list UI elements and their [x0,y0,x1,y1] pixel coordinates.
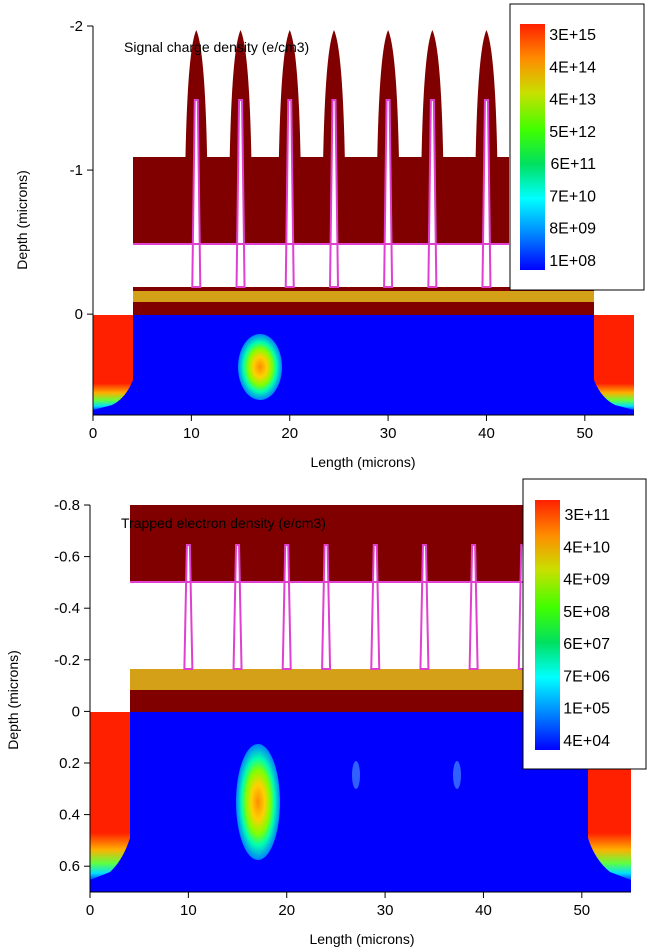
x-tick-label: 0 [89,425,97,442]
gate-edge [191,99,202,288]
chart-title: Trapped electron density (e/cm3) [121,515,326,531]
gate-finger [364,505,387,519]
y-tick-label: -2 [70,18,83,35]
gate-edge [328,99,340,288]
legend-entry: 4E+14 [549,59,596,76]
right-implant [594,315,634,410]
trapped-spot [453,761,461,789]
oxide-dark [130,690,631,712]
gate-edge [183,544,194,670]
gate-edge [370,544,381,670]
y-axis-label: Depth (microns) [5,650,21,750]
legend-entry: 3E+11 [564,507,610,524]
gate-fingers [133,30,509,288]
gate-edge [321,544,332,670]
x-ticks: 0 10 20 30 40 50 [89,415,593,442]
y-ticks: -2 -1 0 [70,18,93,323]
oxide-layer [133,291,594,302]
gate-finger [226,505,249,519]
panel-trapped-electron: 0 10 20 30 40 50 -0.8 -0.6 -0.4 -0.2 0 0.2 0.4 0.6 T… [5,478,647,947]
oxide-dark [133,302,594,315]
y-tick-label: -0.6 [54,549,80,566]
x-tick-label: 0 [86,902,94,919]
gate-edge [235,99,246,288]
y-tick-label: 0.2 [59,755,80,772]
legend-entry: 5E+08 [563,604,610,621]
legend-entry: 4E+09 [563,572,610,589]
x-ticks: 0 10 20 30 40 50 [86,892,590,919]
legend-entry: 1E+08 [549,253,596,270]
gate-finger [475,30,498,167]
x-tick-label: 50 [573,902,590,919]
y-tick-label: 0 [75,306,83,323]
gate-finger [185,30,208,167]
gate-edge [383,99,394,288]
legend-colorbar [535,500,560,750]
x-tick-label: 40 [478,425,495,442]
gate-finger [229,30,252,167]
y-tick-label: 0.4 [59,807,80,824]
y-axis-label: Depth (microns) [14,170,30,270]
gate-finger [177,505,200,519]
oxide-top [133,287,594,291]
gate-finger [275,505,298,519]
gate-finger [462,505,485,519]
gate-edge [232,544,243,670]
legend-entry: 1E+05 [563,701,610,718]
oxide-layer [130,669,631,690]
gate-edge [468,544,479,670]
legend-entry: 6E+11 [550,156,596,173]
x-tick-label: 30 [380,425,397,442]
y-tick-label: -0.4 [54,600,80,617]
gate-finger [413,505,436,519]
gate-finger [421,30,444,167]
y-ticks: -0.8 -0.6 -0.4 -0.2 0 0.2 0.4 0.6 [54,497,90,875]
y-tick-label: 0 [72,703,80,720]
gate-finger [322,30,345,167]
poly-block [133,157,509,244]
legend-colorbar [520,24,545,270]
y-tick-label: 0.6 [59,858,80,875]
legend: 3E+15 4E+14 4E+13 5E+12 6E+11 7E+10 8E+09 1E+08 [509,3,645,291]
y-tick-label: -0.2 [54,652,80,669]
gate-edge [281,544,292,670]
legend-entry: 4E+04 [563,733,610,750]
gate-finger [278,30,301,167]
legend-entry: 3E+15 [549,27,596,44]
legend-entry: 5E+12 [549,124,596,141]
legend-entry: 4E+13 [549,92,596,109]
panel-signal-charge: 0 10 20 30 40 50 -2 -1 0 Signal charge density … [14,3,645,470]
trapped-spot [352,761,360,789]
gate-finger [315,505,338,519]
legend-entry: 7E+06 [563,668,610,685]
signal-charge-packet [238,334,282,400]
gate-edge [284,99,295,288]
x-axis-label: Length (microns) [310,454,415,470]
left-implant [90,712,130,880]
legend-entry: 8E+09 [549,221,596,238]
trapped-charge-packet [236,744,280,860]
x-tick-label: 40 [475,902,492,919]
x-axis-label: Length (microns) [309,931,414,947]
chart-title: Signal charge density (e/cm3) [124,39,309,55]
gate-edge [419,544,430,670]
legend-entry: 6E+07 [563,636,610,653]
x-tick-label: 20 [281,425,298,442]
y-tick-label: -0.8 [54,497,80,514]
substrate [93,315,634,415]
gate-edge [427,99,438,288]
left-implant [93,315,133,410]
y-tick-label: -1 [70,162,83,179]
legend: 3E+11 4E+10 4E+09 5E+08 6E+07 7E+06 1E+05 4E+04 [522,478,647,770]
x-tick-label: 50 [576,425,593,442]
gate-finger [377,30,400,167]
x-tick-label: 10 [183,425,200,442]
gate-edge [481,99,492,288]
x-tick-label: 30 [377,902,394,919]
legend-entry: 7E+10 [549,188,596,205]
legend-entry: 4E+10 [563,539,610,556]
x-tick-label: 20 [278,902,295,919]
x-tick-label: 10 [180,902,197,919]
